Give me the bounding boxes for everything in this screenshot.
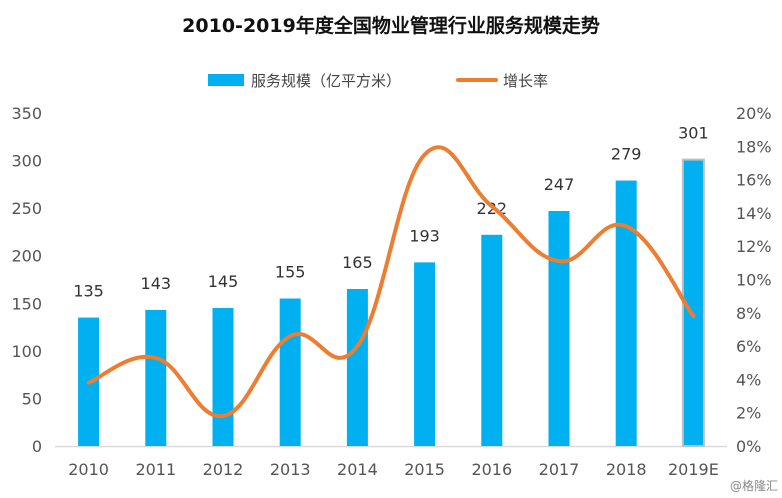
chart-title: 2010-2019年度全国物业管理行业服务规模走势 — [182, 14, 600, 37]
x-tick-label: 2016 — [471, 460, 512, 479]
bar-2015 — [414, 262, 436, 446]
y-left-tick-label: 300 — [11, 152, 42, 171]
x-tick-label: 2010 — [68, 460, 109, 479]
growth-rate-series — [86, 145, 696, 419]
bar-data-label: 155 — [275, 263, 306, 282]
y-right-tick-label: 20% — [736, 104, 772, 123]
bar-data-label: 145 — [208, 272, 239, 291]
y-left-tick-label: 100 — [11, 342, 42, 361]
growth-rate-line — [86, 145, 696, 419]
watermark: @格隆汇 — [730, 478, 778, 493]
x-tick-label: 2014 — [337, 460, 378, 479]
legend: 服务规模（亿平方米） 增长率 — [208, 72, 548, 90]
bar-data-label: 135 — [73, 282, 104, 301]
bar-data-label: 301 — [678, 124, 709, 143]
y-right-tick-label: 12% — [736, 237, 772, 256]
bar-series — [78, 158, 705, 447]
y-right-tick-label: 4% — [736, 370, 761, 389]
bar-2017 — [548, 210, 570, 446]
y-left-tick-label: 150 — [11, 294, 42, 313]
bar-data-label: 279 — [611, 145, 642, 164]
bar-2014 — [346, 289, 368, 446]
x-tick-label: 2012 — [203, 460, 244, 479]
y-axis-left: 0 50 100 150 200 250 300 350 — [11, 104, 42, 456]
legend-label-bar: 服务规模（亿平方米） — [251, 72, 401, 90]
y-left-tick-label: 250 — [11, 199, 42, 218]
y-right-tick-label: 0% — [736, 437, 761, 456]
x-tick-label: 2011 — [135, 460, 176, 479]
bar-2013 — [279, 298, 301, 446]
bar-2018 — [615, 180, 637, 446]
x-tick-label: 2017 — [539, 460, 580, 479]
legend-label-line: 增长率 — [503, 72, 548, 90]
x-axis: 2010 2011 2012 2013 2014 2015 2016 2017 2018 2019… — [68, 460, 719, 479]
y-right-tick-label: 18% — [736, 137, 772, 156]
x-tick-label: 2013 — [270, 460, 311, 479]
bar-2011 — [145, 309, 167, 446]
y-right-tick-label: 6% — [736, 337, 761, 356]
y-left-tick-label: 50 — [22, 389, 42, 408]
bar-data-label: 193 — [409, 226, 440, 245]
bar-2012 — [212, 308, 234, 446]
legend-swatch-bar — [208, 74, 244, 86]
bar-data-label: 165 — [342, 253, 373, 272]
y-right-tick-label: 16% — [736, 171, 772, 190]
y-left-tick-label: 350 — [11, 104, 42, 123]
x-tick-label: 2018 — [606, 460, 647, 479]
y-right-tick-label: 14% — [736, 204, 772, 223]
bar-2016 — [481, 234, 503, 446]
y-axis-right: 0% 2% 4% 6% 8% 10% 12% 14% 16% 18% 20% — [736, 104, 772, 456]
y-right-tick-label: 2% — [736, 404, 761, 423]
x-tick-label: 2015 — [404, 460, 445, 479]
y-right-tick-label: 10% — [736, 271, 772, 290]
bar-data-label: 247 — [544, 175, 575, 194]
bar-data-label: 143 — [141, 274, 172, 293]
y-right-tick-label: 8% — [736, 304, 761, 323]
y-left-tick-label: 200 — [11, 247, 42, 266]
x-tick-label: 2019E — [668, 460, 719, 479]
y-left-tick-label: 0 — [32, 437, 42, 456]
